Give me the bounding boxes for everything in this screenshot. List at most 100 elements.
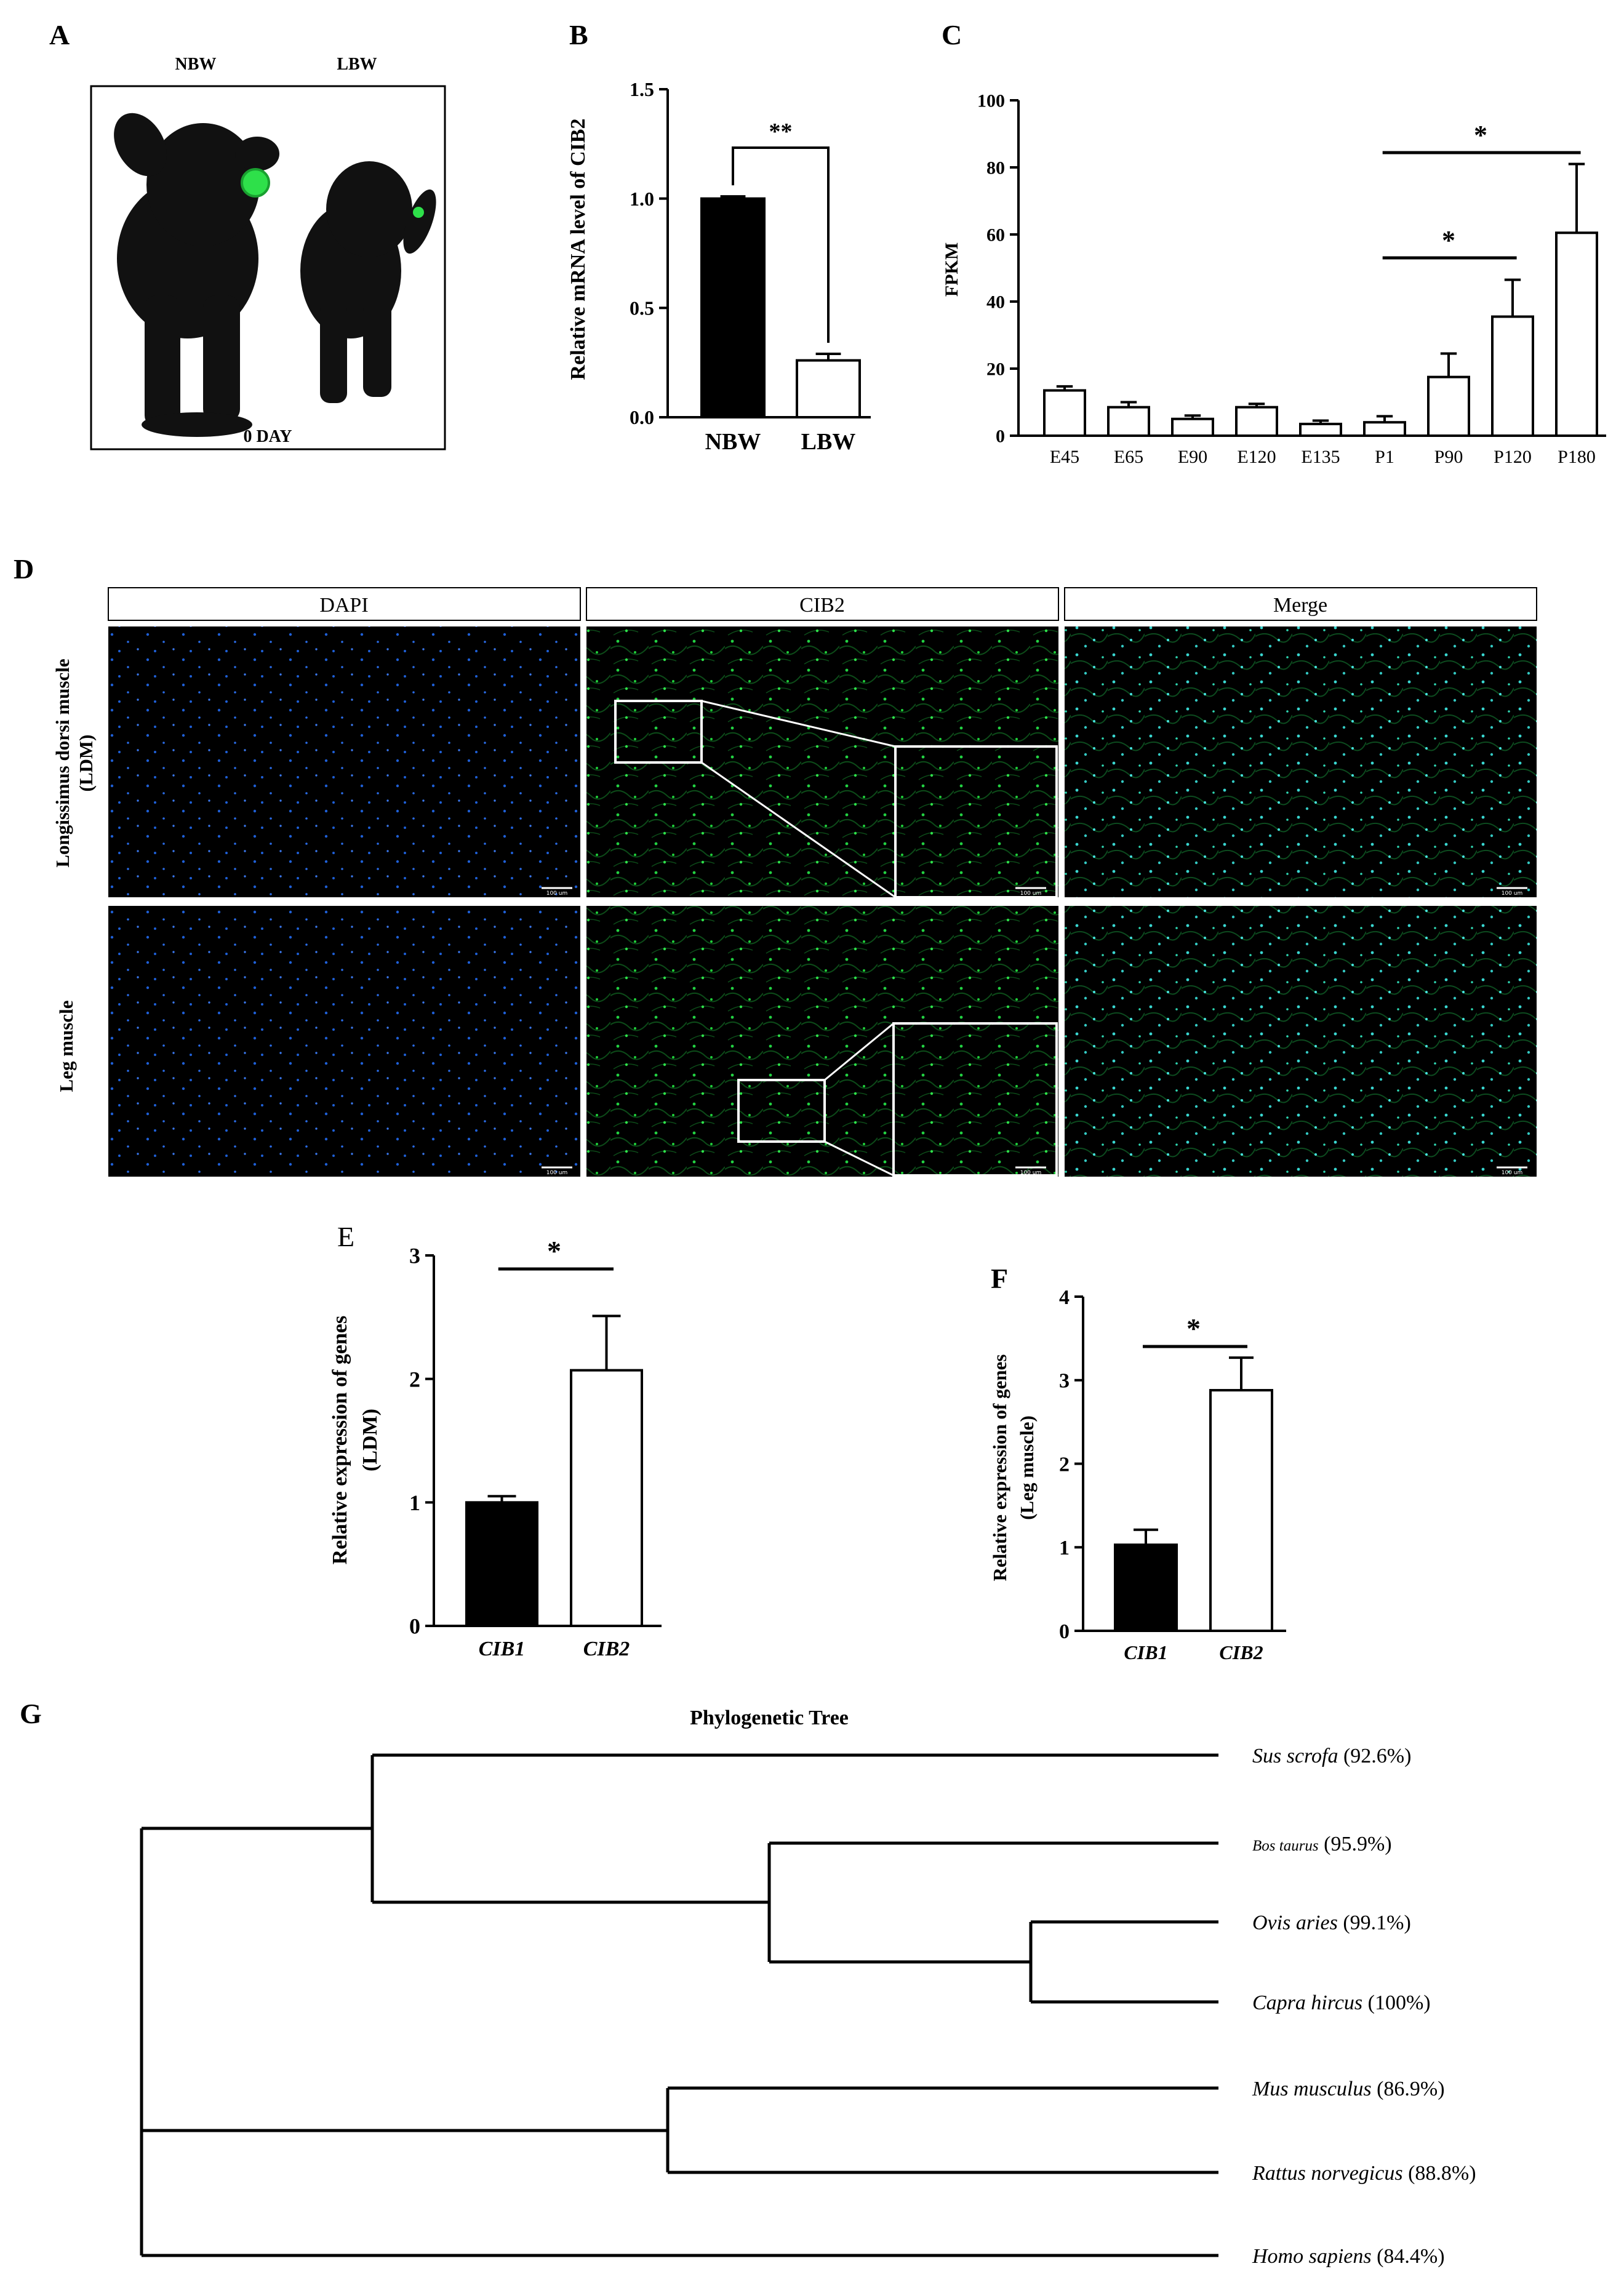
chart-b-ytick-label: 0.5 <box>630 297 654 319</box>
scale-bar-leg-dapi: 100 um <box>546 1170 568 1176</box>
chart-c-xtick-label: E90 <box>1178 447 1207 467</box>
chart-e-bar-cib2 <box>570 1369 643 1628</box>
zoom-line-ldm-bottom <box>701 761 896 898</box>
chart-f-ylabel: Relative expression of genes <box>989 1355 1010 1582</box>
panel-letter-c: C <box>942 19 962 50</box>
zoom-box-leg <box>737 1079 826 1143</box>
chart-f-ytick-label: 2 <box>1059 1453 1070 1476</box>
chart-c-xtick-label: P120 <box>1494 447 1532 467</box>
image-ldm-merge <box>1065 626 1537 897</box>
zoom-line-leg-top <box>824 1022 894 1081</box>
chart-c-bar-p90 <box>1427 375 1470 437</box>
chart-e: 0 1 2 3 * CIB1 CIB2 Relative expression of g… <box>329 1235 662 1660</box>
panel-letter-e: E <box>337 1221 354 1252</box>
chart-c: 0 20 40 60 80 100 * * E45 E65 E90 E120 E135 P1 P90 P1… <box>942 91 1606 467</box>
chart-c-ytick-label: 40 <box>986 292 1005 313</box>
chart-b-bar-nbw <box>700 197 766 418</box>
inset-leg <box>892 1022 1058 1177</box>
chart-c-ylabel: FPKM <box>942 242 962 297</box>
chart-c-bar-p180 <box>1555 231 1598 437</box>
chart-c-bar-p1 <box>1363 421 1406 438</box>
scale-bar-leg-merge: 100 um <box>1502 1170 1523 1176</box>
goat-lbw <box>300 161 436 403</box>
chart-b-xtick-label: NBW <box>705 429 761 455</box>
row-label-ldm-abbr: (LDM) <box>75 735 97 792</box>
leaf-ovis-aries: Ovis aries (99.1%) <box>1252 1911 1411 1934</box>
leaf-capra-hircus: Capra hircus (100%) <box>1252 1991 1431 2014</box>
chart-c-ytick-label: 0 <box>996 426 1005 447</box>
tree-leaf-labels: Sus scrofa (92.6%) Bos taurus (95.9%) Ov… <box>1252 1745 1476 2268</box>
scale-bar-ldm-cib2: 100 um <box>1020 890 1042 897</box>
chart-c-xtick-label: E45 <box>1050 447 1079 467</box>
header-merge: Merge <box>1273 594 1327 617</box>
goat-nbw <box>114 113 279 437</box>
panel-letter-a: A <box>49 19 70 50</box>
row-label-leg: Leg muscle <box>55 1001 77 1092</box>
chart-f-xtick-label: CIB2 <box>1219 1641 1263 1663</box>
chart-c-ytick-label: 20 <box>986 359 1005 380</box>
zoom-line-ldm-top <box>701 700 896 748</box>
scale-bar-ldm-merge: 100 um <box>1502 890 1523 897</box>
chart-b-xtick-label: LBW <box>801 429 856 455</box>
chart-b-ytick-label: 0.0 <box>630 406 654 428</box>
header-dapi: DAPI <box>319 594 368 617</box>
zoom-line-leg-bottom <box>824 1140 894 1177</box>
chart-f: 0 1 2 3 4 * CIB1 CIB2 Relative expression of … <box>989 1286 1286 1663</box>
leaf-homo-sapiens: Homo sapiens (84.4%) <box>1252 2245 1445 2268</box>
chart-c-bar-e65 <box>1107 406 1150 437</box>
chart-c-ytick-label: 60 <box>986 225 1005 246</box>
chart-f-xtick-label: CIB1 <box>1124 1641 1167 1663</box>
chart-b-sig-label: ** <box>769 119 793 145</box>
ear-tag-lbw <box>413 207 424 218</box>
leaf-sus-scrofa: Sus scrofa (92.6%) <box>1252 1745 1411 1767</box>
image-ldm-dapi <box>108 626 580 897</box>
chart-c-ytick-label: 80 <box>986 158 1005 178</box>
leaf-bos-taurus: Bos taurus (95.9%) <box>1252 1833 1392 1855</box>
leaf-mus-musculus: Mus musculus (86.9%) <box>1252 2078 1445 2100</box>
chart-c-xtick-label: E65 <box>1114 447 1143 467</box>
chart-b-ytick-label: 1.5 <box>630 78 654 100</box>
panel-letter-f: F <box>991 1263 1008 1294</box>
inset-ldm <box>894 745 1058 898</box>
chart-b: 0.0 0.5 1.0 1.5 ** NBW LBW Relative mRNA lev… <box>567 78 871 455</box>
chart-c-sig-label: * <box>1442 225 1455 255</box>
chart-c-xtick-label: E135 <box>1301 447 1340 467</box>
chart-c-xtick-label: P1 <box>1375 447 1394 467</box>
chart-c-bar-p120 <box>1491 315 1534 438</box>
chart-e-sig-label: * <box>547 1235 561 1267</box>
panel-letter-b: B <box>569 19 588 50</box>
chart-f-sig-label: * <box>1186 1313 1201 1344</box>
image-leg-dapi <box>108 906 580 1177</box>
chart-c-xtick-label: P90 <box>1434 447 1463 467</box>
label-nbw: NBW <box>175 55 217 74</box>
panel-g: Phylogenetic Tree Sus scrofa (92.6%) Bos… <box>140 1707 1476 2268</box>
chart-c-sig-label: * <box>1474 120 1487 150</box>
chart-b-ylabel: Relative mRNA level of CIB2 <box>567 119 590 380</box>
chart-b-bar-lbw <box>796 359 861 419</box>
tree-title: Phylogenetic Tree <box>690 1707 849 1729</box>
scale-bar-ldm-dapi: 100 um <box>546 890 568 897</box>
chart-e-ytick-label: 0 <box>409 1614 420 1639</box>
image-leg-merge <box>1065 906 1537 1177</box>
header-box-merge <box>1064 587 1537 621</box>
chart-e-xtick-label: CIB2 <box>583 1638 630 1660</box>
chart-b-ytick-label: 1.0 <box>630 188 654 210</box>
chart-f-ytick-label: 0 <box>1059 1620 1070 1643</box>
tree-branches <box>140 1753 1218 2257</box>
chart-c-bar-e120 <box>1235 406 1278 437</box>
panel-letter-d: D <box>14 553 34 585</box>
chart-c-bar-e135 <box>1299 422 1342 437</box>
leaf-rattus-norvegicus: Rattus norvegicus (88.8%) <box>1252 2162 1476 2185</box>
chart-f-ytick-label: 4 <box>1059 1286 1070 1309</box>
row-label-ldm: Longissimus dorsi muscle <box>52 658 73 867</box>
chart-f-ytick-label: 3 <box>1059 1370 1070 1393</box>
chart-b-sig-bracket <box>732 146 830 343</box>
chart-e-ylabel2: (LDM) <box>359 1409 382 1471</box>
caption-0-day: 0 DAY <box>243 427 292 446</box>
label-lbw: LBW <box>337 55 377 74</box>
chart-f-bar-cib1 <box>1114 1543 1178 1632</box>
chart-f-ytick-label: 1 <box>1059 1537 1070 1559</box>
chart-e-ytick-label: 2 <box>409 1367 420 1391</box>
chart-c-bar-e45 <box>1043 389 1086 437</box>
